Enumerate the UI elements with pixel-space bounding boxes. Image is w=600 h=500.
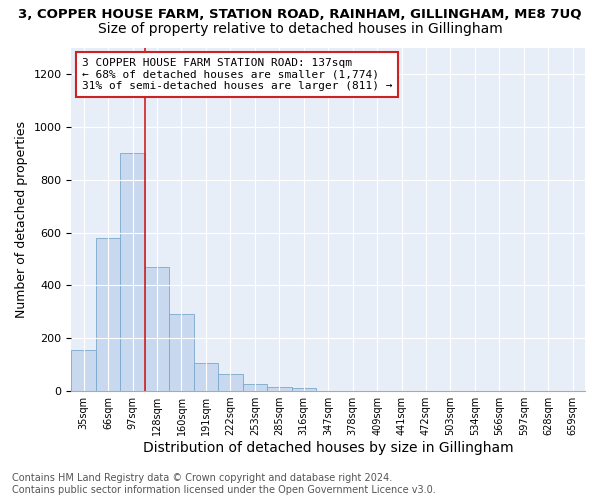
Text: Contains HM Land Registry data © Crown copyright and database right 2024.
Contai: Contains HM Land Registry data © Crown c… bbox=[12, 474, 436, 495]
X-axis label: Distribution of detached houses by size in Gillingham: Distribution of detached houses by size … bbox=[143, 441, 514, 455]
Text: Size of property relative to detached houses in Gillingham: Size of property relative to detached ho… bbox=[98, 22, 502, 36]
Bar bbox=[96, 238, 121, 391]
Bar bbox=[242, 384, 267, 391]
Text: 3 COPPER HOUSE FARM STATION ROAD: 137sqm
← 68% of detached houses are smaller (1: 3 COPPER HOUSE FARM STATION ROAD: 137sqm… bbox=[82, 58, 392, 91]
Bar bbox=[292, 388, 316, 391]
Y-axis label: Number of detached properties: Number of detached properties bbox=[15, 121, 28, 318]
Bar bbox=[169, 314, 194, 391]
Bar bbox=[218, 374, 242, 391]
Bar bbox=[194, 364, 218, 391]
Bar bbox=[267, 387, 292, 391]
Text: 3, COPPER HOUSE FARM, STATION ROAD, RAINHAM, GILLINGHAM, ME8 7UQ: 3, COPPER HOUSE FARM, STATION ROAD, RAIN… bbox=[18, 8, 582, 20]
Bar bbox=[71, 350, 96, 391]
Bar bbox=[145, 267, 169, 391]
Bar bbox=[121, 153, 145, 391]
